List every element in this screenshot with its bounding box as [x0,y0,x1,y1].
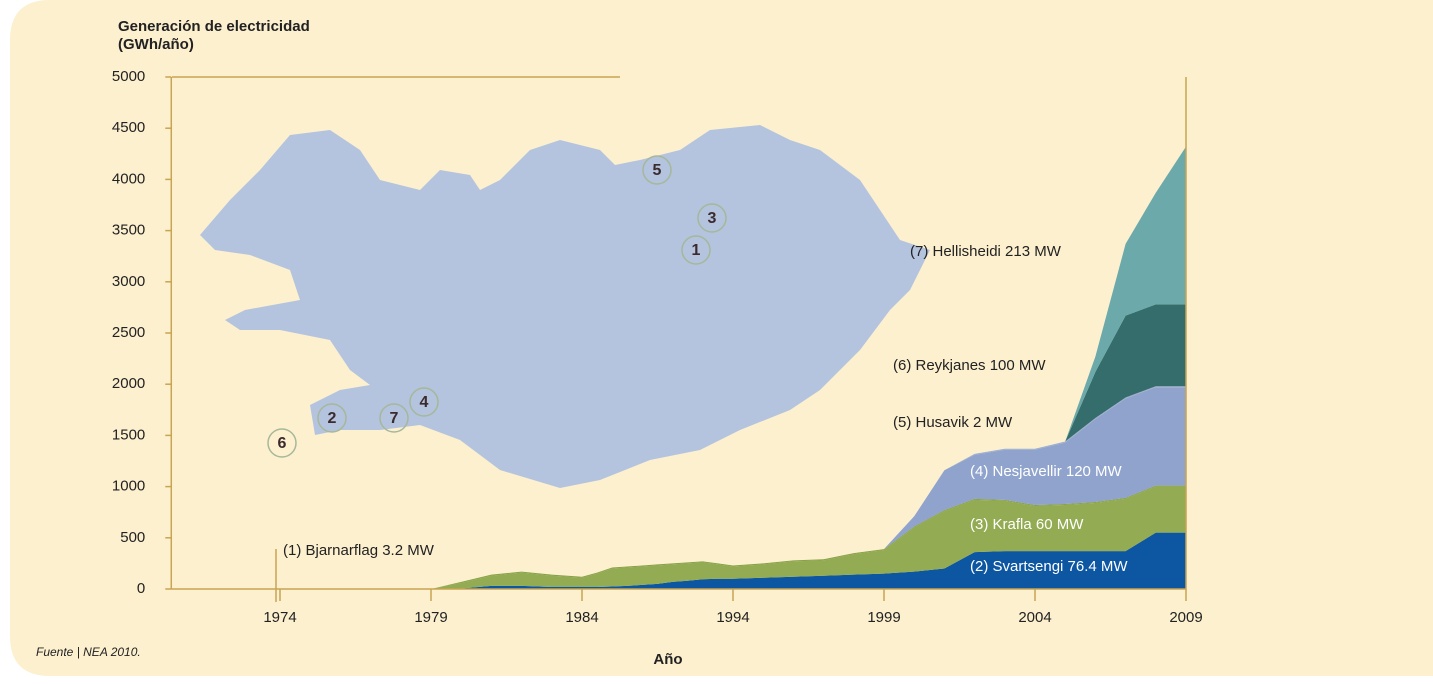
map-marker-label: 6 [278,435,287,452]
series-label: (3) Krafla 60 MW [970,516,1084,533]
series-label: (2) Svartsengi 76.4 MW [970,558,1128,575]
map-marker [317,403,347,433]
series-label: (1) Bjarnarflag 3.2 MW [283,542,435,559]
map-marker-label: 4 [420,394,429,411]
y-tick-label: 3500 [112,222,145,239]
map-marker [642,155,672,185]
x-tick-label: 1979 [414,609,447,626]
y-tick-label: 1500 [112,426,145,443]
map-marker-label: 3 [708,210,717,227]
y-tick-label: 2500 [112,324,145,341]
map-marker-label: 5 [653,162,662,179]
map-marker-label: 2 [328,410,337,427]
x-tick-label: 2004 [1018,609,1051,626]
series-label: (6) Reykjanes 100 MW [893,357,1046,374]
source: Fuente | NEA 2010. [36,645,141,659]
x-tick-label: 1994 [716,609,749,626]
x-axis-title: Año [653,651,682,668]
y-tick-label: 0 [137,580,145,597]
y-axis-title: Generación de electricidad [118,18,310,35]
map [200,125,930,488]
map-marker-label: 7 [390,410,399,427]
x-tick-label: 1984 [565,609,598,626]
map-marker-label: 1 [692,242,701,259]
y-tick-label: 2000 [112,375,145,392]
area [431,532,1186,589]
series-label: (4) Nesjavellir 120 MW [970,463,1123,480]
y-axis-title: (GWh/año) [118,36,194,53]
map-marker [697,203,727,233]
x-tick-label: 1974 [263,609,296,626]
series-label: (7) Hellisheidi 213 MW [910,243,1062,260]
area [431,486,1186,589]
x-tick-label: 2009 [1169,609,1202,626]
map-marker [267,428,297,458]
y-tick-label: 3000 [112,273,145,290]
y-tick-label: 500 [120,529,145,546]
y-tick-label: 4500 [112,119,145,136]
y-tick-label: 1000 [112,478,145,495]
series-label: (5) Husavik 2 MW [893,414,1013,431]
y-tick-label: 4000 [112,170,145,187]
y-tick-label: 5000 [112,68,145,85]
map-marker [681,235,711,265]
x-tick-label: 1999 [867,609,900,626]
map-marker [409,387,439,417]
map-marker [379,403,409,433]
area [431,387,1186,589]
